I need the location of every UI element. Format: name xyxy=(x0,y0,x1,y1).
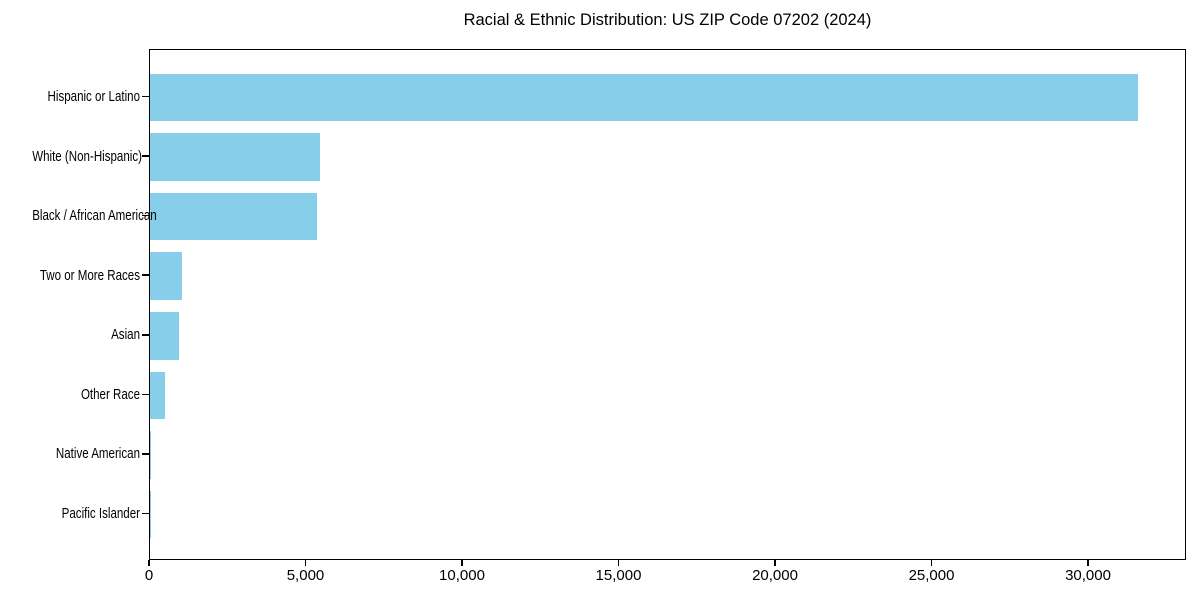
x-tick-label-30-000: 30,000 xyxy=(1065,567,1111,584)
chart-title: Racial & Ethnic Distribution: US ZIP Cod… xyxy=(463,11,872,29)
bar-white-non-hispanic xyxy=(150,133,320,181)
bar-native-american xyxy=(150,431,151,479)
x-tick-label-20-000: 20,000 xyxy=(752,567,798,584)
y-tick-mark xyxy=(142,274,149,276)
bar-hispanic-or-latino xyxy=(150,73,1138,122)
y-tick-mark xyxy=(142,334,149,336)
y-tick-label-hispanic-or-latino: Hispanic or Latino xyxy=(47,88,140,105)
x-tick-mark xyxy=(774,560,776,566)
plot-area xyxy=(149,49,1186,560)
y-tick-mark xyxy=(142,155,149,157)
x-tick-label-5-000: 5,000 xyxy=(286,567,325,584)
y-tick-label-two-or-more-races: Two or More Races xyxy=(39,266,141,284)
x-tick-mark xyxy=(148,560,150,566)
y-tick-label-black-african-american: Black / African American xyxy=(32,207,157,225)
y-tick-mark xyxy=(142,512,149,515)
y-tick-label-native-american: Native American xyxy=(55,445,140,463)
bar-black-african-american xyxy=(150,192,318,241)
y-tick-mark xyxy=(142,95,149,98)
x-tick-label-10-000: 10,000 xyxy=(439,567,485,584)
y-tick-mark xyxy=(142,393,149,396)
y-tick-mark xyxy=(142,214,149,217)
y-tick-label-white-non-hispanic: White (Non-Hispanic) xyxy=(32,147,142,165)
x-tick-mark xyxy=(1087,560,1089,566)
x-tick-mark xyxy=(304,560,307,566)
x-tick-label-15-000: 15,000 xyxy=(595,567,642,584)
x-tick-mark xyxy=(461,560,463,566)
x-tick-mark xyxy=(930,560,933,566)
y-tick-mark xyxy=(142,453,149,455)
y-tick-label-other-race: Other Race xyxy=(80,385,140,403)
x-tick-label-0: 0 xyxy=(144,567,154,584)
y-tick-label-pacific-islander: Pacific Islander xyxy=(61,504,140,522)
bar-two-or-more-races xyxy=(150,252,182,300)
y-tick-label-asian: Asian xyxy=(111,326,140,344)
bar-asian xyxy=(150,311,180,360)
bar-other-race xyxy=(150,371,166,420)
x-tick-mark xyxy=(617,560,620,566)
x-tick-label-25-000: 25,000 xyxy=(908,567,955,584)
